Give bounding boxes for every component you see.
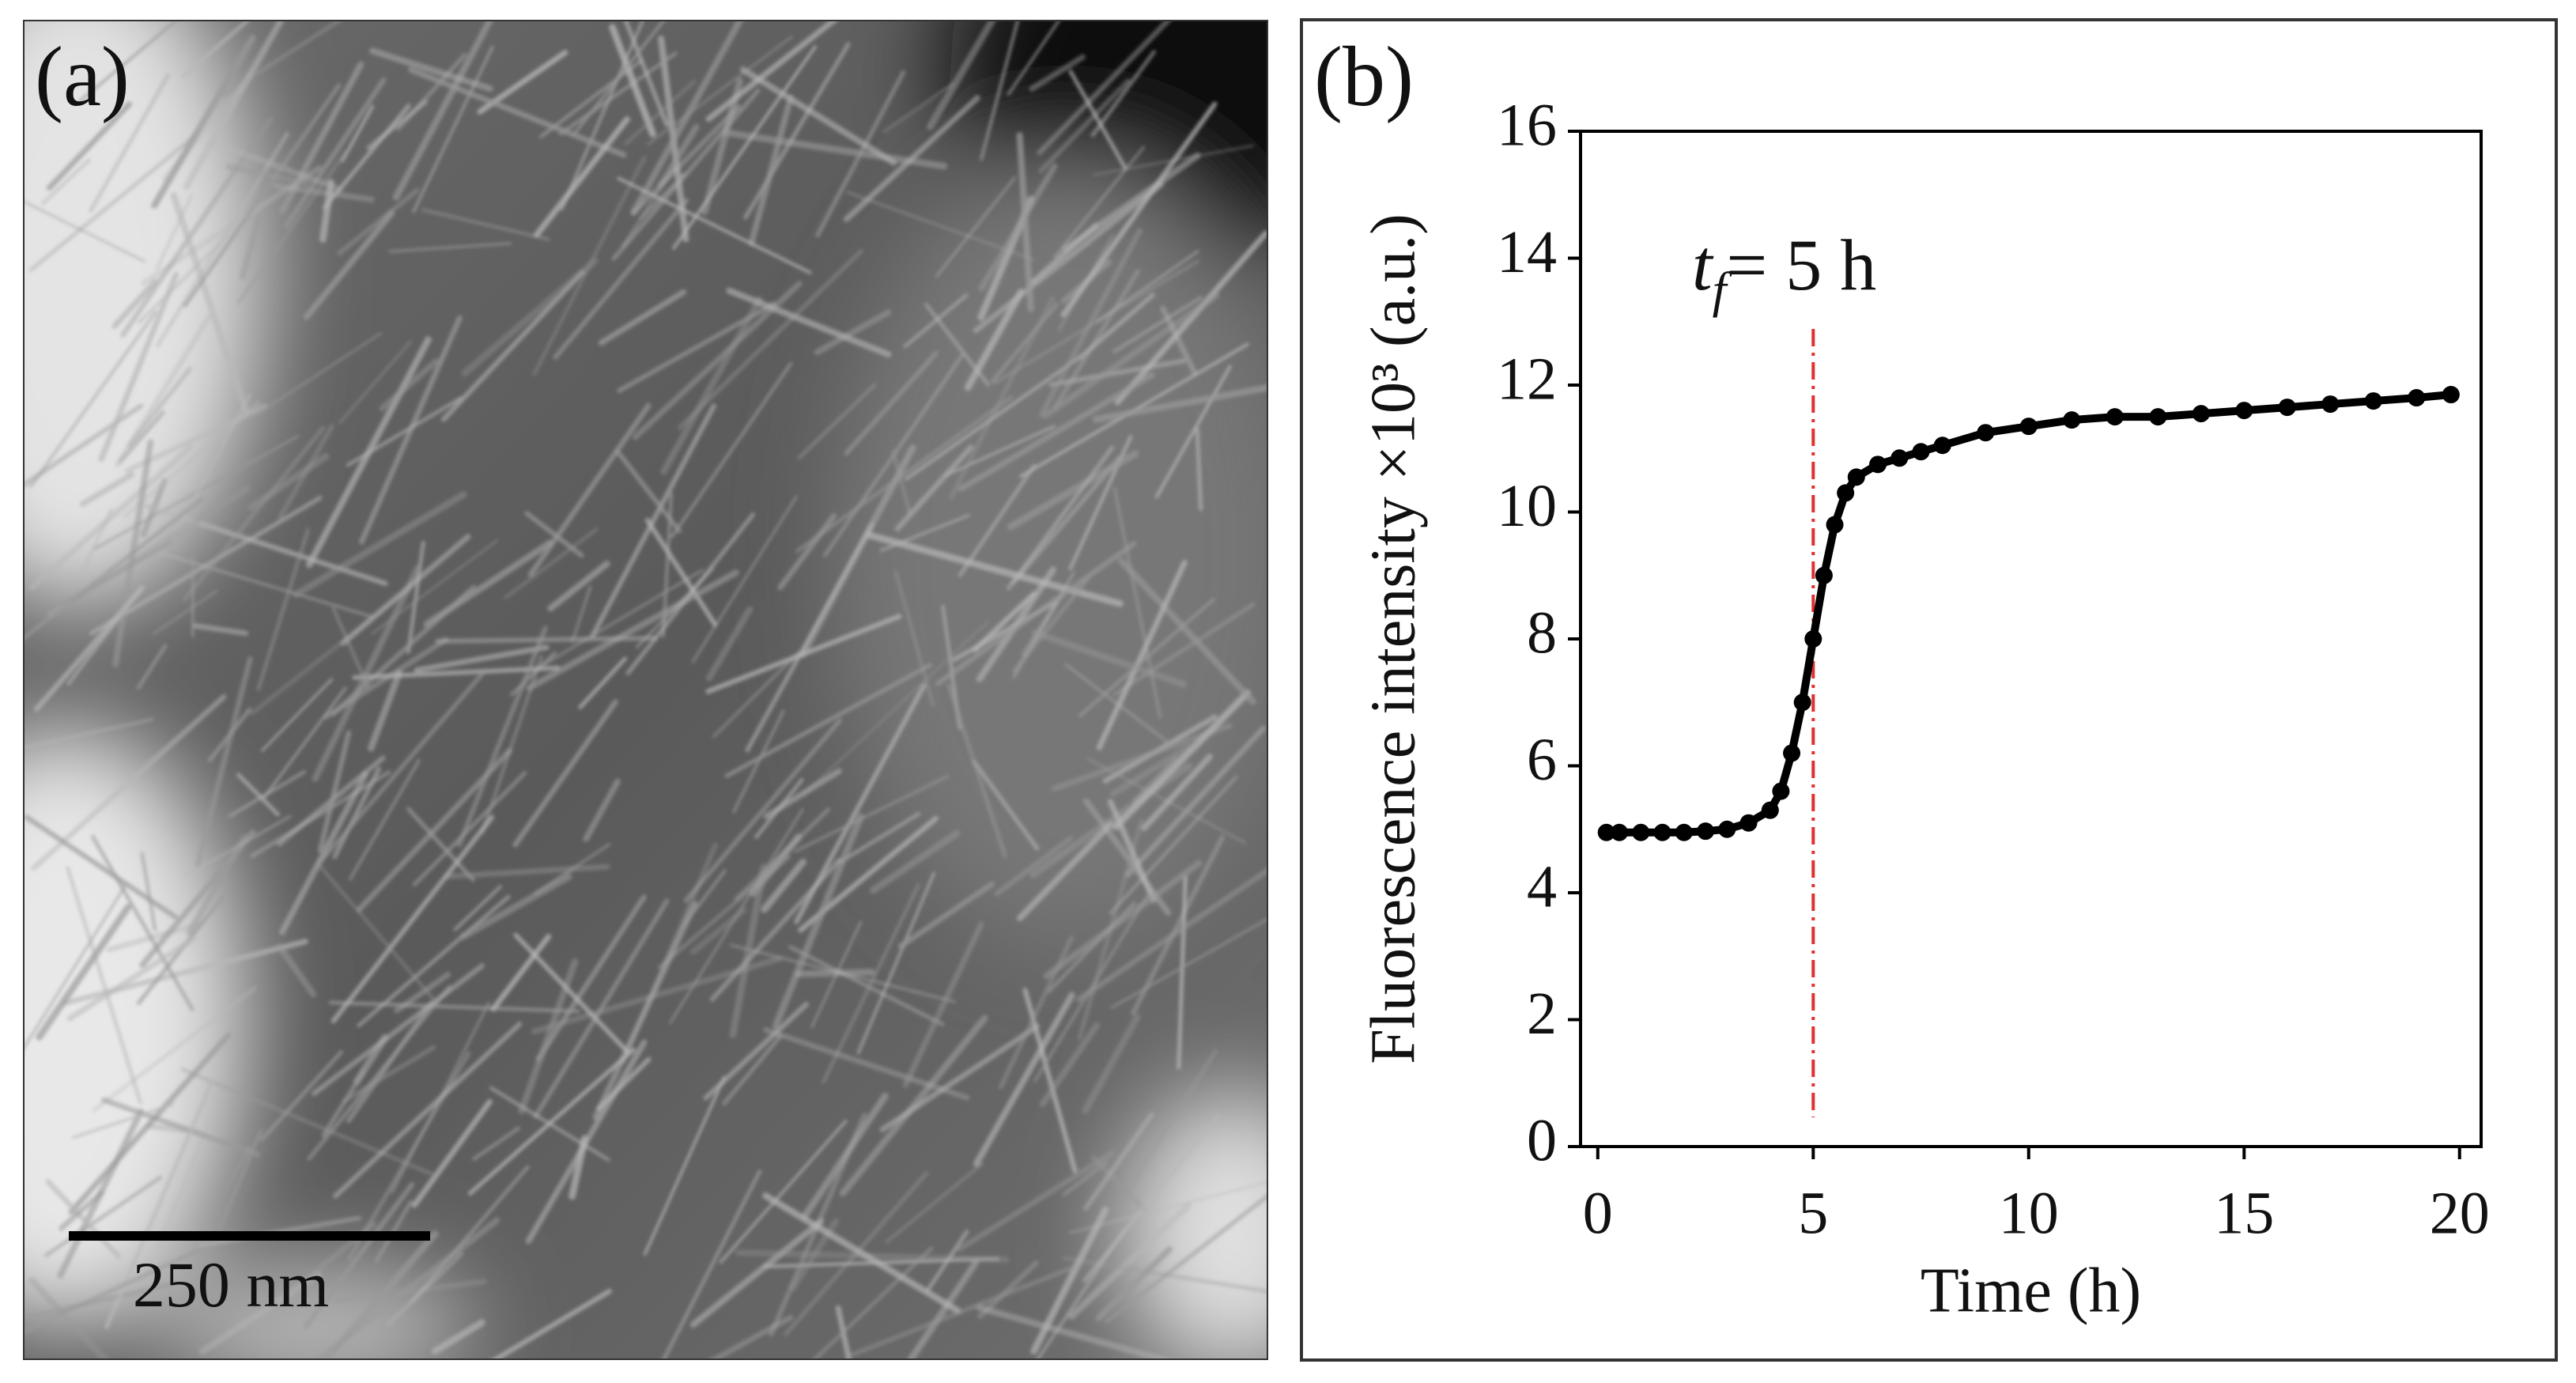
y-tick-label: 14: [1497, 219, 1557, 285]
data-point: [1739, 814, 1758, 832]
chart: 0 2 4 6 8 10 12 14 16 0 5 10 15 20 Time (h) Fluorescenc…: [1358, 92, 2489, 1325]
panel-label: (a): [35, 30, 130, 124]
annotation-symbol: t: [1692, 225, 1714, 305]
y-tick-label: 16: [1497, 92, 1557, 158]
data-point: [1783, 744, 1801, 762]
data-point: [1697, 822, 1715, 841]
data-point: [1653, 823, 1671, 841]
data-point: [2364, 392, 2382, 410]
data-point: [1869, 455, 1887, 474]
panel-label: (b): [1314, 30, 1414, 124]
data-point: [1933, 436, 1951, 455]
data-point: [1772, 782, 1790, 800]
annotation: tf= 5 h: [1692, 225, 1876, 318]
data-point: [1912, 443, 1930, 461]
tem-image: (a) 250 nm: [23, 20, 1268, 1360]
data-point: [1815, 566, 1833, 584]
data-point: [2149, 408, 2167, 426]
data-point: [2106, 408, 2124, 426]
x-tick-label: 0: [1583, 1180, 1613, 1246]
x-tick-label: 5: [1798, 1180, 1828, 1246]
data-point: [1761, 801, 1779, 819]
data-point: [1890, 449, 1909, 467]
x-axis-label: Time (h): [1921, 1256, 2141, 1325]
y-tick-label: 2: [1527, 981, 1557, 1047]
data-point: [2442, 386, 2460, 404]
data-point: [1826, 516, 1844, 534]
x-tick-label: 10: [1999, 1180, 2059, 1246]
y-axis-label: Fluorescence intensity ×10³ (a.u.): [1358, 213, 1428, 1064]
data-point: [1847, 468, 1865, 486]
annotation-text: = 5 h: [1726, 225, 1876, 305]
data-point: [2278, 399, 2296, 417]
y-tick-label: 6: [1527, 727, 1557, 793]
data-point: [1597, 823, 1615, 841]
data-point: [2235, 402, 2253, 420]
y-tick-label: 8: [1527, 599, 1557, 666]
data-point: [1718, 820, 1736, 838]
x-tick-label: 20: [2430, 1180, 2490, 1246]
y-tick-label: 10: [1497, 473, 1557, 539]
data-point: [1611, 823, 1629, 841]
y-tick-label: 4: [1527, 853, 1557, 920]
data-point: [1837, 484, 1855, 502]
y-tick-label: 12: [1497, 346, 1557, 412]
x-tick-label: 15: [2214, 1180, 2274, 1246]
data-point: [2408, 389, 2426, 407]
data-point: [2019, 418, 2038, 436]
data-point: [1632, 823, 1650, 841]
data-point: [1793, 693, 1811, 712]
panel-frame: [1300, 18, 2558, 1362]
data-point: [2063, 411, 2081, 429]
data-point: [1804, 630, 1822, 648]
data-point: [1977, 424, 1995, 442]
data-point: [2192, 405, 2210, 423]
scale-bar-label: 250 nm: [133, 1249, 329, 1321]
y-tick-label: 0: [1527, 1107, 1557, 1173]
data-point: [2321, 395, 2340, 414]
data-point: [1675, 823, 1693, 841]
